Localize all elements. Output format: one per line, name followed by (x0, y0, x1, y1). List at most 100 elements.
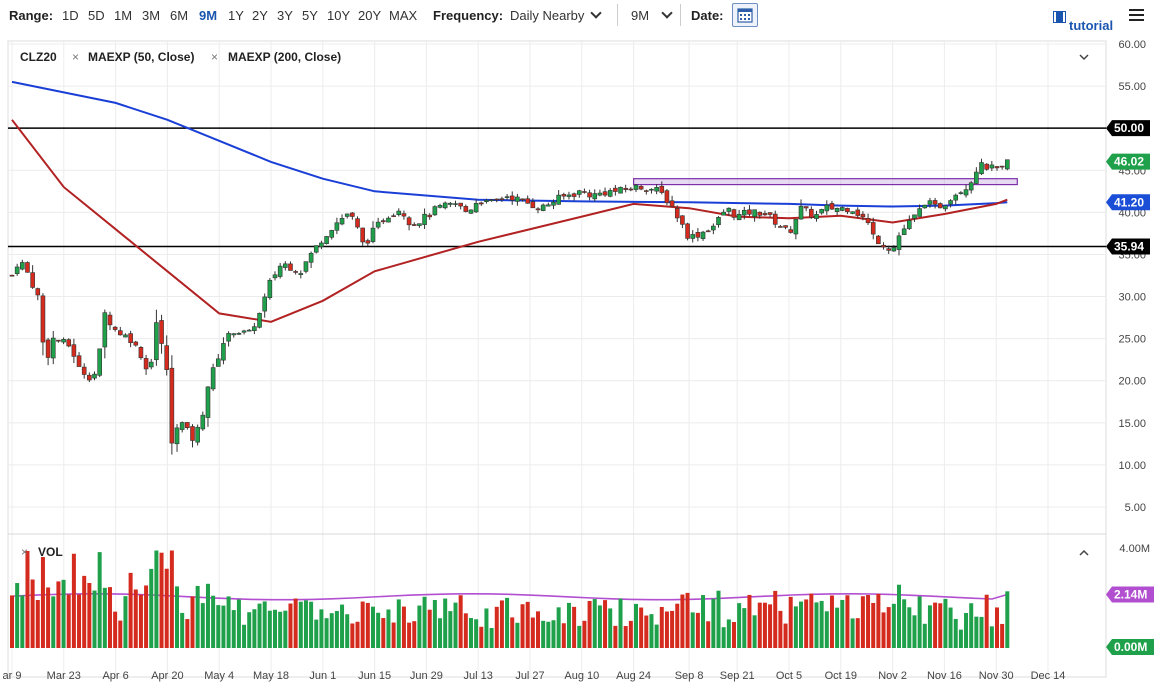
candle-body (102, 312, 108, 348)
volume-bar (381, 618, 386, 648)
candle-body (360, 227, 365, 243)
range-3y-button[interactable]: 3Y (277, 8, 293, 23)
range-5d-button[interactable]: 5D (88, 8, 105, 23)
range-10y-button[interactable]: 10Y (327, 8, 351, 23)
price-tick-label: 35.00 (1118, 249, 1146, 261)
date-tick-label: Aug 24 (616, 670, 651, 682)
candle-body (81, 366, 87, 375)
volume-bar (92, 590, 97, 648)
candle-body (783, 225, 788, 228)
range-1d-button[interactable]: 1D (62, 8, 79, 23)
volume-bar (623, 626, 628, 648)
price-legend: CLZ20 × MAEXP (50, Close) × MAEXP (200, … (20, 50, 1089, 64)
range-9m-button[interactable]: 9M (199, 8, 218, 23)
volume-bar (979, 616, 984, 648)
candle-body (628, 188, 634, 191)
volume-bar (443, 598, 448, 648)
volume-bar (907, 607, 912, 648)
range-max-button[interactable]: MAX (389, 8, 418, 23)
volume-bar (46, 587, 51, 648)
candle-body (370, 227, 376, 242)
volume-bar (51, 596, 56, 648)
period-dropdown[interactable]: 9M (631, 7, 673, 23)
candle-body (489, 199, 494, 202)
candle-body (633, 184, 639, 190)
candle-body (308, 252, 314, 263)
candle-body (932, 200, 938, 205)
candle-body (726, 207, 732, 212)
volume-bar (77, 594, 82, 648)
candle-body (989, 164, 995, 169)
volume-bar (922, 623, 927, 648)
volume-bar (262, 601, 267, 648)
volume-bar (61, 579, 66, 648)
range-6m-button[interactable]: 6M (170, 8, 189, 23)
candle-body (463, 206, 469, 212)
range-20y-button[interactable]: 20Y (358, 8, 382, 23)
volume-bar (407, 622, 412, 648)
candle-body (958, 192, 964, 194)
volume-bar (180, 612, 185, 648)
volume-bar (334, 611, 339, 648)
candle-body (288, 263, 293, 271)
candle-body (535, 208, 541, 211)
candle-body (561, 194, 567, 197)
candle-body (504, 196, 510, 198)
candle-body (762, 213, 768, 216)
remove-ma200-icon[interactable]: × (211, 50, 218, 64)
date-tick-label: Nov 30 (979, 670, 1014, 682)
collapse-price-chevron-icon[interactable] (1079, 54, 1089, 61)
volume-bar (747, 594, 752, 648)
menu-icon[interactable] (1129, 9, 1144, 21)
candle-body (917, 208, 922, 217)
volume-bar (556, 607, 561, 648)
volume-bar (608, 608, 613, 648)
date-tick-label: Jul 13 (464, 670, 493, 682)
range-3m-button[interactable]: 3M (142, 8, 161, 23)
candle-body (778, 226, 783, 228)
price-tick-label: 30.00 (1118, 292, 1146, 304)
candle-body (107, 314, 113, 326)
volume-bar (288, 603, 293, 648)
candle-body (948, 200, 953, 205)
price-chart[interactable]: 60.0055.0050.0045.0040.0035.0030.0025.00… (0, 32, 1155, 684)
range-1m-button[interactable]: 1M (114, 8, 133, 23)
volume-bar (175, 586, 180, 648)
volume-bar (350, 623, 355, 648)
toolbar: Range: 1D 5D 1M 3M 6M 9M 1Y 2Y 3Y 5Y 10Y… (0, 0, 1155, 33)
candle-body (551, 201, 556, 206)
candle-body (556, 194, 561, 205)
volume-bar (897, 584, 902, 648)
collapse-volume-chevron-icon[interactable] (1079, 549, 1089, 556)
volume-bar (675, 603, 680, 648)
candle-body (205, 386, 211, 418)
candle-body (896, 235, 902, 250)
price-tick-label: 20.00 (1118, 376, 1146, 388)
remove-volume-icon[interactable]: × (21, 545, 28, 559)
range-5y-button[interactable]: 5Y (302, 8, 318, 23)
volume-bar (82, 575, 87, 648)
volume-bar (974, 616, 979, 648)
candle-body (654, 187, 659, 192)
range-2y-button[interactable]: 2Y (252, 8, 268, 23)
volume-bar (969, 603, 974, 648)
candle-body (138, 347, 144, 359)
volume-bar (107, 587, 112, 648)
date-tick-label: Oct 5 (776, 670, 802, 682)
date-tick-label: May 18 (253, 670, 289, 682)
frequency-dropdown[interactable]: Daily Nearby (510, 7, 603, 23)
candle-body (968, 182, 974, 191)
tutorial-link[interactable]: tutorial (1053, 10, 1113, 33)
volume-bar (520, 604, 525, 648)
candle-body (9, 274, 15, 277)
candle-body (494, 198, 500, 201)
calendar-button[interactable] (732, 3, 758, 27)
candle-body (907, 220, 912, 229)
price-badge-label: 50.00 (1114, 121, 1144, 135)
volume-bar (592, 599, 597, 648)
remove-ma50-icon[interactable]: × (72, 50, 79, 64)
volume-bar (56, 581, 61, 648)
range-1y-button[interactable]: 1Y (228, 8, 244, 23)
candle-body (437, 205, 443, 208)
volume-bar (881, 612, 886, 648)
